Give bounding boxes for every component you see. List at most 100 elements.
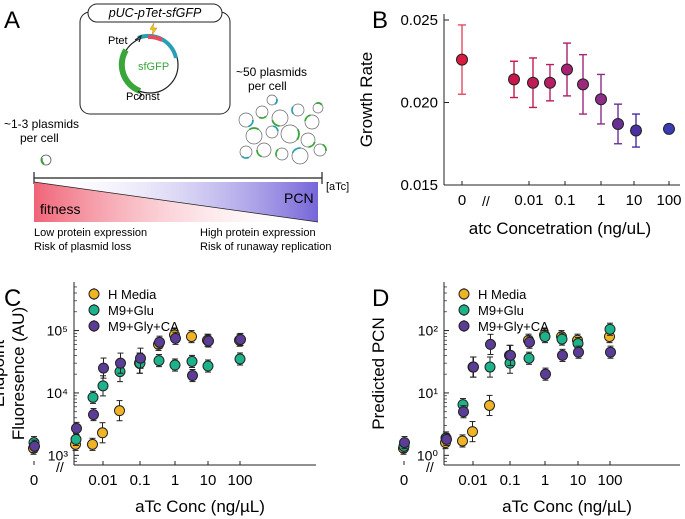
x-tick-label: 0 <box>30 472 38 489</box>
gfp-mark <box>308 141 316 148</box>
gfp-mark <box>258 115 267 119</box>
sfgfp-label: sfGFP <box>138 61 169 73</box>
data-point <box>29 440 40 452</box>
data-point <box>115 357 126 369</box>
gfp-mark <box>275 148 279 157</box>
data-point <box>508 73 520 86</box>
data-point <box>87 438 98 450</box>
data-point <box>234 353 246 365</box>
data-point <box>556 333 568 345</box>
sfgfp-arc <box>118 48 142 94</box>
x-tick-label: 1 <box>171 472 179 489</box>
x-tick-label: 10 <box>570 472 587 489</box>
data-point <box>187 370 198 382</box>
data-point <box>186 331 197 343</box>
data-point <box>540 368 551 380</box>
x-tick-label: 0.01 <box>88 472 117 489</box>
gfp-mark <box>322 143 327 151</box>
data-point <box>97 427 108 439</box>
data-point <box>539 331 551 343</box>
ptet-arc <box>147 34 163 42</box>
data-point <box>577 78 589 91</box>
legend-marker <box>458 288 470 300</box>
bolt-icon <box>149 22 158 36</box>
x-tick-label: 0.01 <box>514 192 543 209</box>
data-point <box>97 380 109 392</box>
legend-marker <box>88 304 100 316</box>
panel-a: A pUC-pTet-sfGFP Ptet sfGFP Pconst ~50 p… <box>4 3 349 253</box>
data-point <box>135 352 146 364</box>
y-axis-label: Predicted PCN <box>369 317 388 429</box>
panel-c: C 10³ 10⁴ 10⁵ 0 0.01 0.1 1 10 100 // aTc Conc (ng/… <box>0 282 316 516</box>
high-count-line2: per cell <box>248 79 287 93</box>
data-point <box>186 355 198 367</box>
data-point <box>170 332 181 344</box>
data-point <box>202 360 214 372</box>
y-tick-label: 10¹ <box>418 385 439 401</box>
axis-break-mark: // <box>426 459 434 475</box>
high-count-line1: ~50 plasmids <box>236 65 307 79</box>
gfp-mark <box>316 102 323 106</box>
pcn-label: PCN <box>284 190 314 206</box>
data-point <box>399 437 410 449</box>
panel-letter-b: B <box>372 7 388 34</box>
axis-break-mark: // <box>482 193 490 209</box>
gfp-mark <box>296 128 300 141</box>
x-tick-label: 0.1 <box>130 472 151 489</box>
pconst-label: Pconst <box>126 91 160 103</box>
gfp-mark <box>256 149 263 158</box>
data-point <box>169 359 181 371</box>
cell <box>280 124 300 144</box>
data-point <box>523 352 535 364</box>
data-point <box>573 346 584 358</box>
low-count-line2: per cell <box>20 131 59 145</box>
x-tick-label: 0 <box>400 472 408 489</box>
ptet-label: Ptet <box>108 35 128 47</box>
legend-label: M9+Gly+CA <box>108 319 179 334</box>
data-point <box>505 349 516 361</box>
cell <box>304 114 320 130</box>
data-point <box>441 433 452 445</box>
gfp-mark <box>247 119 254 128</box>
cell <box>300 132 316 148</box>
panel-b: B 0.015 0.020 0.025 0 0.01 0.1 1 10 100 // atc Con… <box>357 7 682 238</box>
data-point <box>527 76 539 89</box>
y-tick-label: 10³ <box>48 447 69 463</box>
x-tick-label: 1 <box>541 472 549 489</box>
data-point <box>595 93 607 106</box>
data-point <box>485 338 496 350</box>
data-point <box>663 122 675 135</box>
y-tick-label: 10⁵ <box>47 323 68 339</box>
gfp-mark <box>241 155 250 159</box>
data-point <box>468 361 479 373</box>
data-point <box>114 405 125 417</box>
data-point <box>544 76 556 89</box>
legend-marker <box>458 320 470 332</box>
panel-d: D 10⁰ 10¹ 10² 0 0.01 0.1 1 10 100 // aTc Conc (ng/… <box>369 282 680 516</box>
panel-letter-c: C <box>4 285 21 312</box>
low-count-line1: ~1-3 plasmids <box>4 117 79 131</box>
y-tick-label: 0.015 <box>400 177 438 194</box>
data-point <box>604 323 616 335</box>
axis-break-mark: // <box>56 459 64 475</box>
high-expression-text: High protein expression <box>200 227 316 239</box>
gfp-mark <box>248 127 260 131</box>
y-tick-label: 10⁰ <box>417 447 439 463</box>
x-axis-label: aTc Conc (ng/µL) <box>135 497 265 516</box>
atc-axis-label: [aTc] <box>326 181 349 193</box>
low-risk-text: Risk of plasmid loss <box>34 241 132 253</box>
y-axis-label: Endpoint <box>0 340 8 407</box>
cell <box>265 125 279 139</box>
x-tick-label: 0 <box>458 192 466 209</box>
x-tick-label: 100 <box>227 472 252 489</box>
data-point <box>88 409 99 421</box>
data-point <box>71 422 82 434</box>
data-point <box>70 433 82 445</box>
gfp-mark <box>304 114 311 122</box>
data-point <box>561 63 573 76</box>
cell <box>255 105 269 119</box>
x-axis-label: atc Concetration (ng/uL) <box>469 219 651 238</box>
y-tick-label: 0.020 <box>400 95 438 112</box>
cell <box>291 103 305 117</box>
high-plasmid-cells <box>238 94 327 165</box>
